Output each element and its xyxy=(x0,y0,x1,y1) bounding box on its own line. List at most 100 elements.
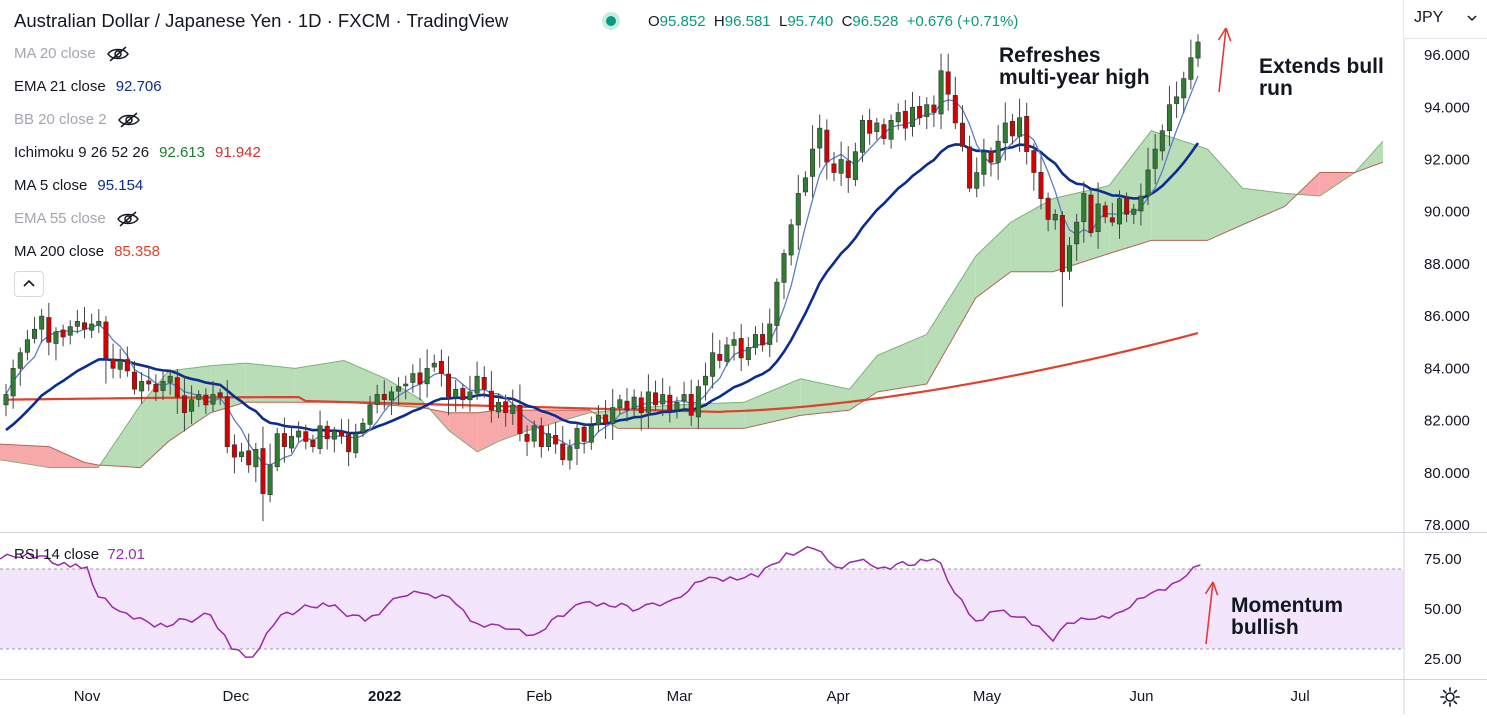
candle xyxy=(603,399,609,439)
candle xyxy=(588,416,594,450)
candle-body xyxy=(288,435,295,449)
candle xyxy=(174,369,180,414)
candle-body xyxy=(938,70,944,115)
candle xyxy=(702,362,709,401)
candle xyxy=(802,171,808,196)
price-tick-label: 96.000 xyxy=(1424,47,1470,64)
settings-button[interactable] xyxy=(1437,684,1463,710)
candle-body xyxy=(1045,197,1051,220)
candle xyxy=(638,391,644,431)
candle-body xyxy=(959,122,965,147)
candle-body xyxy=(153,383,159,393)
candle-body xyxy=(688,394,694,416)
indicator-row[interactable]: MA 5 close 95.154 xyxy=(14,177,143,194)
candle-body xyxy=(717,354,723,361)
collapse-legend-button[interactable] xyxy=(14,271,44,297)
candle-body xyxy=(124,359,130,372)
cloud-segment-bearish xyxy=(449,412,478,452)
candle-body xyxy=(617,399,623,409)
candle xyxy=(988,147,994,177)
candle xyxy=(788,218,794,266)
candle xyxy=(117,348,123,379)
candle xyxy=(1024,102,1030,165)
candle xyxy=(39,308,45,343)
candle-body xyxy=(838,159,844,174)
eye-crossed-icon[interactable] xyxy=(116,210,140,228)
candle-body xyxy=(217,392,223,398)
candle xyxy=(353,423,359,459)
candle xyxy=(24,329,30,361)
candle-body xyxy=(681,394,687,402)
candle-body xyxy=(46,317,52,343)
candle-body xyxy=(353,433,359,454)
candle xyxy=(867,108,873,145)
candle xyxy=(817,114,823,168)
cloud-segment-bearish xyxy=(84,462,99,468)
rsi-band xyxy=(0,569,1404,649)
candle-body xyxy=(667,394,673,411)
indicator-row[interactable]: EMA 21 close 92.706 xyxy=(14,78,162,95)
candle xyxy=(959,105,965,152)
candle xyxy=(938,53,944,130)
candle xyxy=(717,340,723,369)
candle-body xyxy=(817,127,823,149)
currency-selector[interactable]: JPY xyxy=(1404,0,1487,39)
high-value: 96.581 xyxy=(724,13,771,30)
candle xyxy=(424,349,430,398)
candle xyxy=(752,326,758,355)
indicator-name: EMA 21 close xyxy=(14,78,106,95)
candle-body xyxy=(531,425,537,442)
candle xyxy=(246,433,252,473)
cloud-segment-bullish xyxy=(744,378,801,429)
candle xyxy=(417,358,423,401)
candle xyxy=(645,374,651,429)
candle-body xyxy=(210,394,216,405)
candle xyxy=(3,384,9,417)
candle xyxy=(46,302,52,356)
candle xyxy=(1017,98,1023,152)
indicator-row[interactable]: MA 200 close 85.358 xyxy=(14,243,160,260)
rsi-tick-label: 25.00 xyxy=(1424,651,1462,668)
candle-body xyxy=(246,450,252,466)
candle xyxy=(574,422,580,465)
candle-body xyxy=(74,321,80,327)
candle-body xyxy=(795,193,801,226)
price-tick-label: 94.000 xyxy=(1424,99,1470,116)
eye-crossed-icon[interactable] xyxy=(117,111,141,129)
candle-body xyxy=(446,373,452,398)
candle-body xyxy=(702,375,709,386)
candle xyxy=(660,378,666,416)
candle-body xyxy=(1009,120,1015,137)
candle-body xyxy=(338,430,344,437)
indicator-row[interactable]: BB 20 close 2 xyxy=(14,111,141,129)
candle-body xyxy=(453,388,459,398)
candle xyxy=(160,371,166,401)
candle-body xyxy=(638,397,644,414)
candle-body xyxy=(1074,221,1080,245)
candle xyxy=(196,390,202,407)
candle-body xyxy=(738,338,744,359)
indicator-name: MA 5 close xyxy=(14,177,88,194)
indicator-row[interactable]: EMA 55 close xyxy=(14,210,140,228)
candle xyxy=(745,337,751,366)
candle xyxy=(581,422,587,454)
indicator-value: 95.154 xyxy=(97,177,144,194)
eye-crossed-icon[interactable] xyxy=(106,45,130,63)
candle-body xyxy=(917,106,923,119)
time-tick-label: Mar xyxy=(667,688,693,705)
rsi-legend: RSI 14 close 72.01 xyxy=(14,546,145,563)
candle-body xyxy=(974,172,980,189)
candle-body xyxy=(1081,193,1087,222)
candle xyxy=(981,138,987,187)
candle xyxy=(403,375,409,400)
cloud-segment-bullish xyxy=(140,370,169,468)
indicator-row[interactable]: Ichimoku 9 26 52 26 92.613 91.942 xyxy=(14,144,261,161)
rsi-band-layer xyxy=(0,568,1404,650)
candle xyxy=(74,309,80,334)
candle xyxy=(1074,213,1080,261)
candle xyxy=(338,419,344,444)
candle xyxy=(260,426,266,522)
candle xyxy=(167,369,173,395)
indicator-row[interactable]: MA 20 close xyxy=(14,45,130,63)
